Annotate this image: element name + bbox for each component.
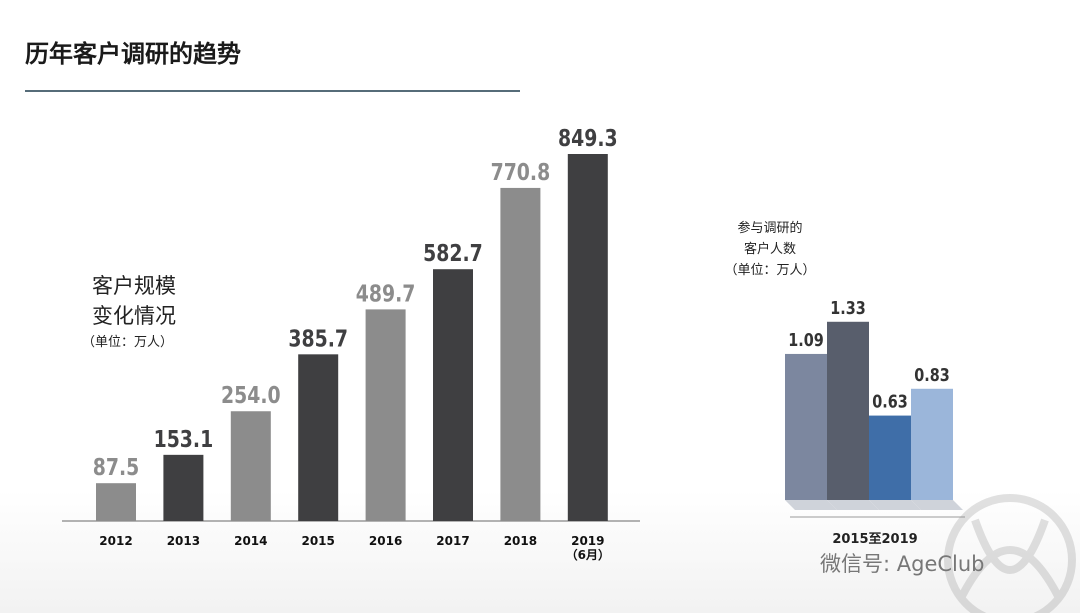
annotation: 客户规模 (92, 274, 176, 298)
value-label: 1.09 (788, 329, 823, 350)
bar (163, 454, 204, 521)
bar (230, 411, 271, 521)
annotation: 变化情况 (92, 304, 176, 328)
value-label: 153.1 (154, 425, 214, 452)
x-tick-label: 2013 (166, 534, 201, 548)
slide-title: 历年客户调研的趋势 (25, 40, 241, 68)
value-label: 582.7 (423, 239, 483, 266)
chart-title: 参与调研的 客户人数 （单位：万人） (724, 221, 816, 278)
x-tick-label: 2012 (99, 534, 133, 548)
bar (869, 415, 911, 500)
x-tick-label: 2014 (234, 534, 268, 548)
bar (500, 187, 541, 522)
x-tick-label: 2017 (436, 534, 470, 548)
value-label: 385.7 (288, 324, 348, 351)
value-label: 770.8 (491, 158, 551, 185)
value-label: 489.7 (356, 280, 416, 307)
watermark: 微信号: AgeClub (820, 552, 985, 576)
bar-floor (869, 500, 921, 510)
bar (567, 154, 608, 521)
bar-floor (827, 500, 879, 510)
bar (785, 353, 827, 500)
bar (827, 321, 869, 500)
bar (96, 483, 136, 521)
bar-floor (911, 500, 963, 510)
bar-floor (785, 500, 837, 510)
x-axis-label: 2015至2019 (832, 532, 918, 547)
x-tick-label: 2019 （6月） (565, 534, 610, 562)
value-label: 0.63 (872, 391, 907, 412)
value-label: 254.0 (221, 381, 281, 408)
x-tick-label: 2015 (301, 534, 335, 548)
bar (433, 269, 473, 521)
value-label: 0.83 (914, 364, 949, 385)
value-label: 1.33 (830, 297, 865, 318)
bar (911, 388, 953, 500)
annotation: （单位：万人） (82, 335, 174, 350)
bar (298, 354, 339, 521)
x-tick-label: 2016 (368, 534, 403, 548)
x-tick-label: 2018 (503, 534, 538, 548)
value-label: 87.5 (93, 453, 140, 480)
value-label: 849.3 (558, 124, 618, 151)
bar (365, 309, 406, 521)
logo (944, 494, 1076, 613)
